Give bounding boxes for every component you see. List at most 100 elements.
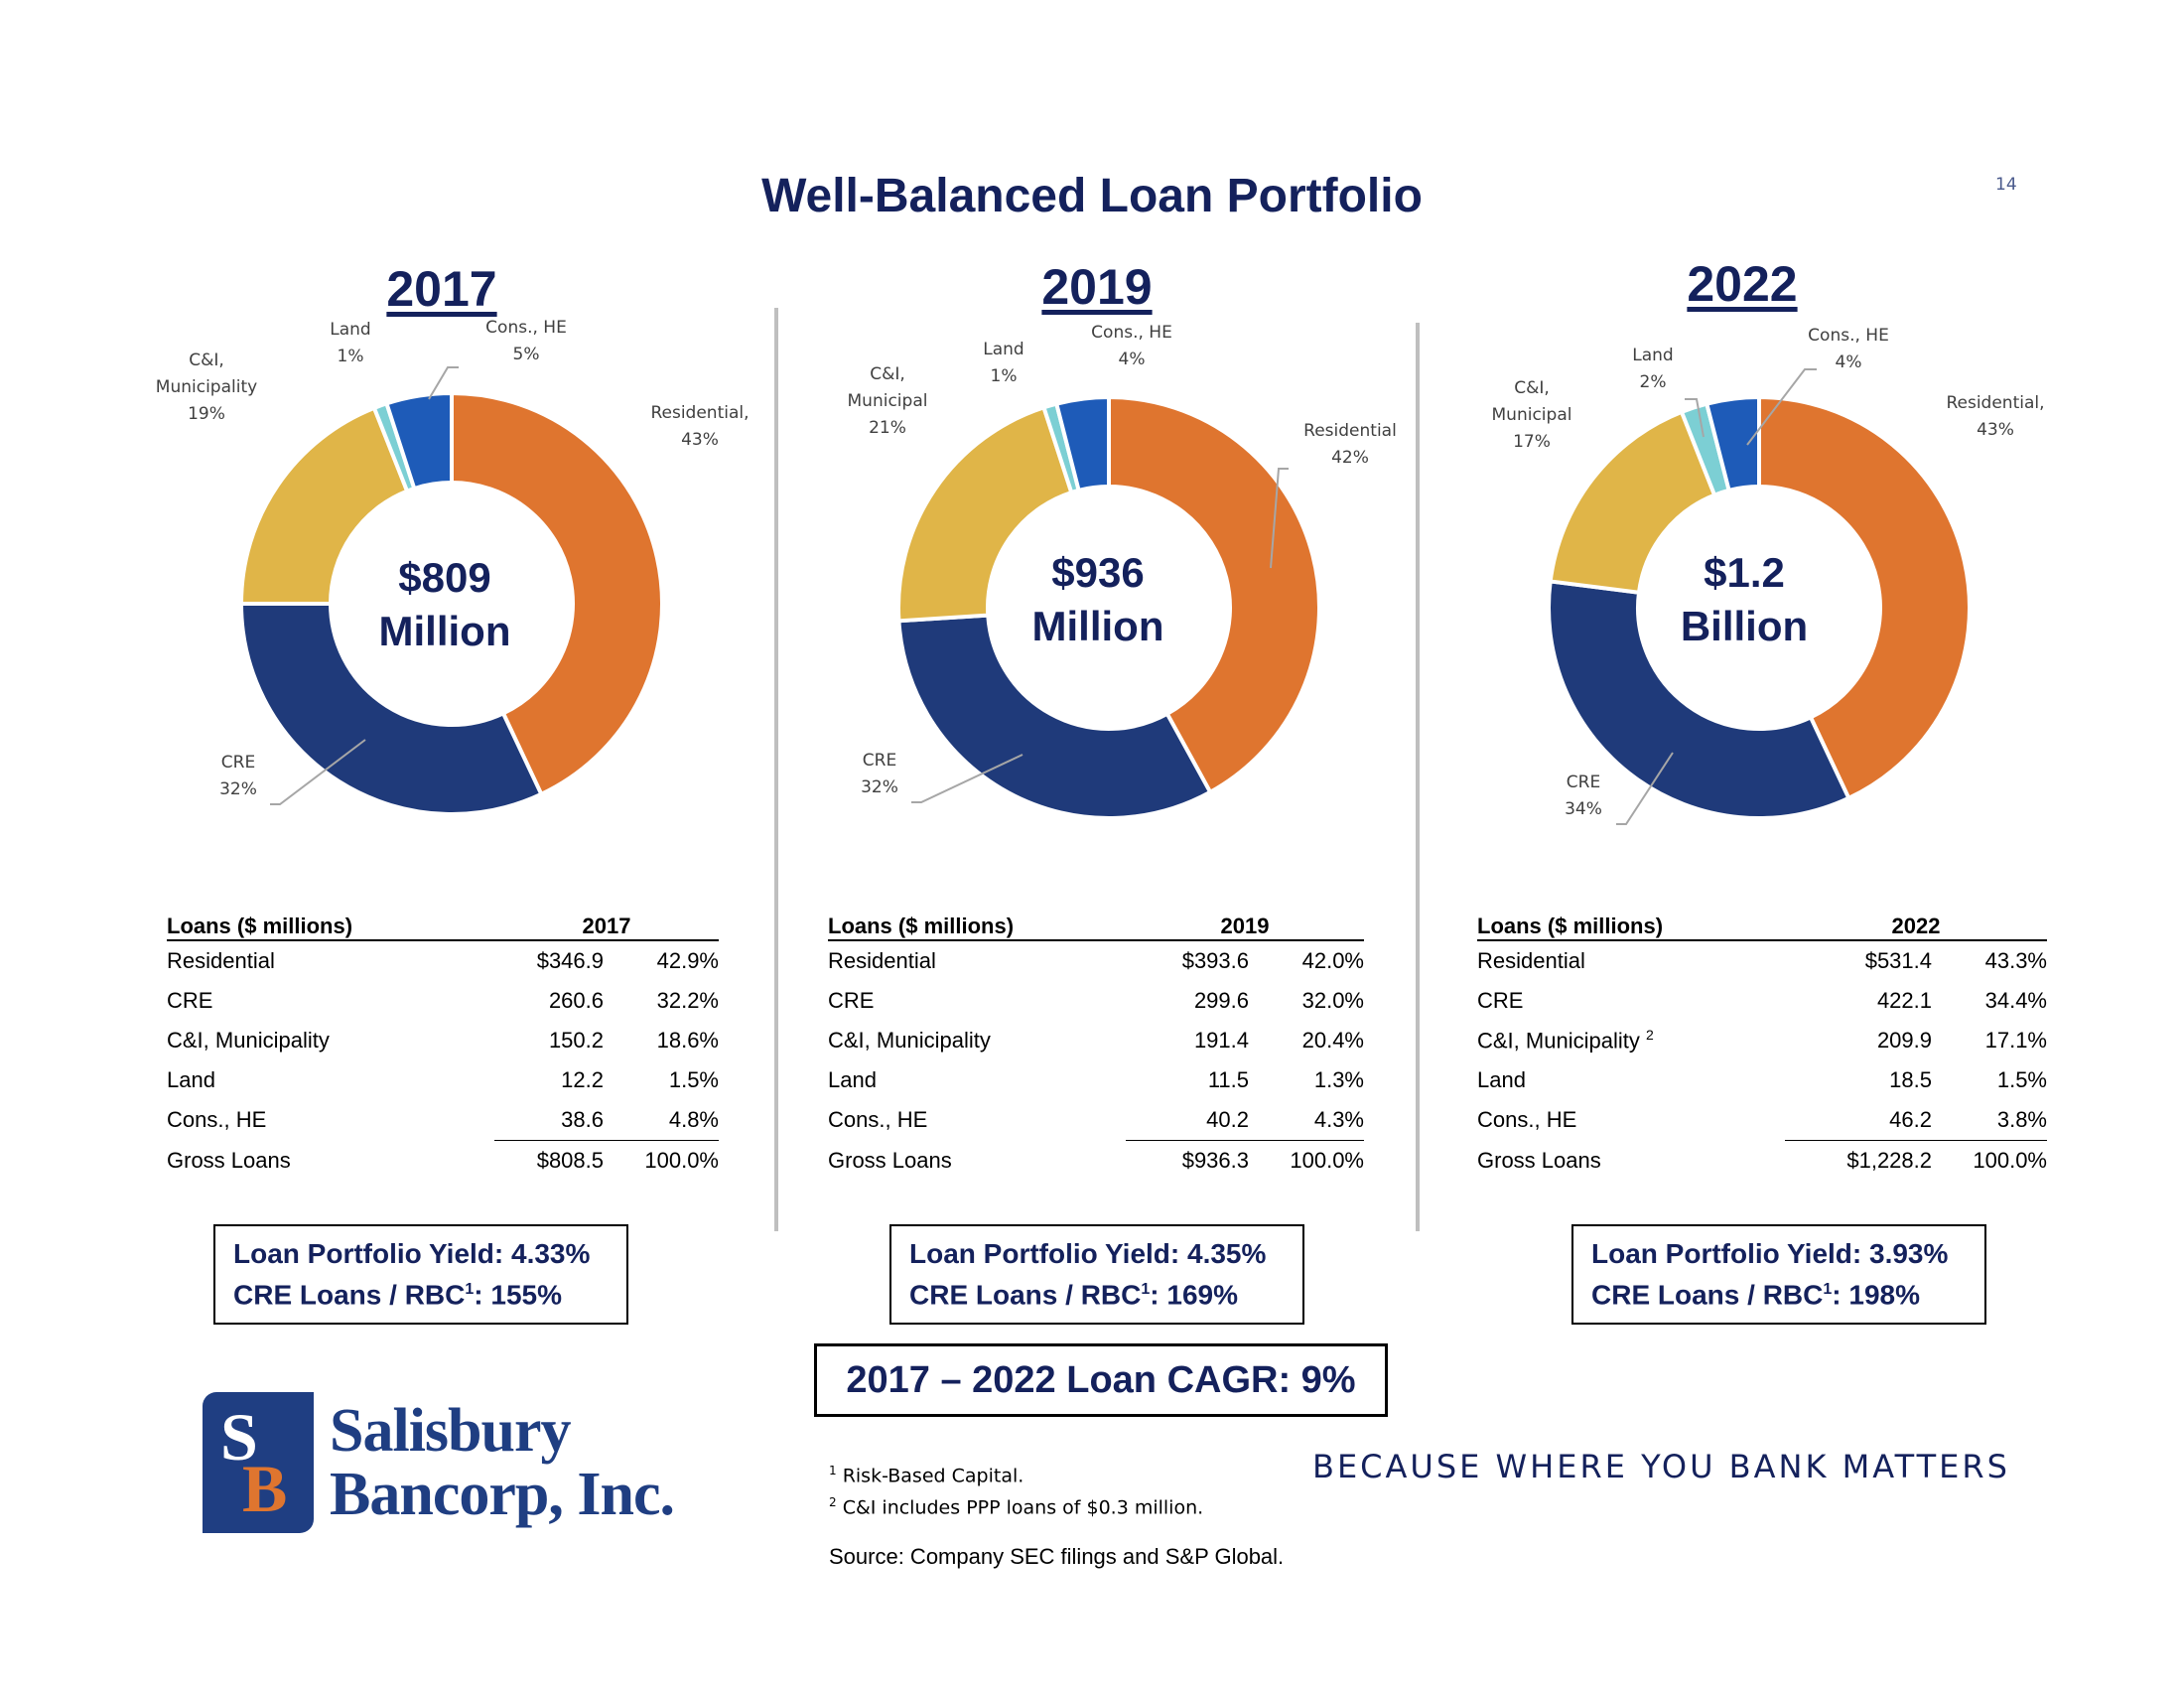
tagline: BECAUSE WHERE YOU BANK MATTERS — [1312, 1448, 2010, 1485]
leader-line-cons-he — [1746, 368, 1817, 446]
slice-label-cons-he: Cons., HE 4% — [1091, 323, 1172, 369]
cagr-box: 2017 – 2022 Loan CAGR: 9% — [814, 1343, 1388, 1417]
donut-center-label-2017: $809 Million — [316, 551, 574, 658]
table-row: C&I, Municipality 191.4 20.4% — [828, 1028, 1364, 1053]
slice-label-cons-he: Cons., HE 5% — [485, 318, 567, 364]
leader-line-cons-he — [428, 366, 459, 400]
slice-label-cre: CRE 32% — [861, 751, 898, 797]
loans-table-2017: Loans ($ millions) 2017 Residential $346.9… — [167, 904, 719, 1181]
slice-cons-he — [383, 390, 454, 492]
leader-line-cre — [270, 739, 366, 805]
table-row: Residential $393.6 42.0% — [828, 948, 1364, 973]
loan-yield: Loan Portfolio Yield: 3.93% — [1591, 1238, 1949, 1269]
table-header-year: 2022 — [1785, 904, 2047, 941]
slice-label-residential: Residential, 43% — [650, 403, 749, 450]
slice-cons-he — [1053, 394, 1111, 493]
loan-yield: Loan Portfolio Yield: 4.35% — [909, 1238, 1267, 1269]
table-row-total: Gross Loans $808.5 100.0% — [167, 1147, 719, 1173]
year-heading-2022: 2022 — [1687, 256, 1798, 312]
footnote-2: 2 C&I includes PPP loans of $0.3 million… — [829, 1495, 1204, 1519]
slice-ci-municipal — [896, 404, 1074, 624]
table-header-year: 2017 — [494, 904, 719, 941]
loans-table-2019: Loans ($ millions) 2019 Residential $393.6… — [828, 904, 1364, 1181]
slice-residential — [1107, 394, 1321, 795]
slice-label-land: Land 2% — [1632, 346, 1673, 392]
donut-center-label-2022: $1.2 Billion — [1615, 546, 1873, 653]
loans-table-2022: Loans ($ millions) 2022 Residential $531.4… — [1477, 904, 2047, 1181]
column-divider — [774, 308, 778, 1231]
year-heading-2019: 2019 — [1041, 259, 1153, 315]
table-header-year: 2019 — [1126, 904, 1364, 941]
table-row: C&I, Municipality 2 209.9 17.1% — [1477, 1027, 2047, 1054]
table-row: Cons., HE 46.2 3.8% — [1477, 1100, 2047, 1141]
table-row: CRE 299.6 32.0% — [828, 988, 1364, 1013]
leader-line-land — [1685, 398, 1705, 438]
table-row: Cons., HE 40.2 4.3% — [828, 1100, 1364, 1141]
year-heading-2017: 2017 — [386, 261, 497, 317]
logo-mark-s: S — [220, 1399, 258, 1475]
center-amount: $936 — [1051, 549, 1145, 596]
donut-group-2017: Residential, 43% CRE 32% C&I, Municipality 19%… — [156, 318, 750, 816]
slice-label-residential: Residential, 43% — [1946, 393, 2044, 440]
column-divider — [1416, 323, 1420, 1231]
table-header-label: Loans ($ millions) — [828, 904, 1126, 941]
leader-line-cre — [1616, 752, 1674, 825]
table-row: Residential $531.4 43.3% — [1477, 948, 2047, 973]
cre-rbc-ratio: CRE Loans / RBC1: 198% — [1591, 1279, 1920, 1311]
cre-rbc-ratio: CRE Loans / RBC1: 155% — [233, 1279, 562, 1311]
slice-label-cre: CRE 32% — [219, 753, 257, 799]
leader-line-cre — [911, 754, 1024, 803]
logo-mark-b: B — [242, 1451, 288, 1526]
table-row-total: Gross Loans $1,228.2 100.0% — [1477, 1147, 2047, 1173]
table-row: Cons., HE 38.6 4.8% — [167, 1100, 719, 1141]
donut-center-label-2019: $936 Million — [969, 546, 1227, 653]
cre-rbc-ratio: CRE Loans / RBC1: 169% — [909, 1279, 1238, 1311]
metric-box-2019: Loan Portfolio Yield: 4.35% CRE Loans / … — [889, 1224, 1304, 1326]
table-row: Land 11.5 1.3% — [828, 1067, 1364, 1092]
slice-label-ci-municipal: C&I, Municipality 19% — [156, 351, 257, 424]
slice-cre — [896, 613, 1213, 820]
metric-box-2017: Loan Portfolio Yield: 4.33% CRE Loans / … — [213, 1224, 628, 1326]
slice-residential — [450, 390, 664, 797]
table-row: C&I, Municipality 150.2 18.6% — [167, 1028, 719, 1053]
page-number: 14 — [1995, 175, 2017, 195]
table-row: CRE 422.1 34.4% — [1477, 988, 2047, 1013]
loan-yield: Loan Portfolio Yield: 4.33% — [233, 1238, 591, 1269]
center-amount: $809 — [398, 554, 491, 601]
metric-box-2022: Loan Portfolio Yield: 3.93% CRE Loans / … — [1571, 1224, 1986, 1326]
center-unit: Billion — [1680, 603, 1809, 649]
slice-label-residential: Residential 42% — [1303, 421, 1397, 468]
center-amount: $1.2 — [1704, 549, 1785, 596]
slice-label-ci-municipal: C&I, Municipal 17% — [1492, 378, 1572, 452]
footnote-ref: 2 — [1645, 1027, 1654, 1044]
slice-label-ci-municipal: C&I, Municipal 21% — [848, 364, 928, 438]
table-header-label: Loans ($ millions) — [1477, 904, 1785, 941]
center-unit: Million — [378, 608, 511, 654]
center-unit: Million — [1031, 603, 1164, 649]
slice-label-land: Land 1% — [983, 340, 1024, 386]
donut-group-2019: Residential 42% CRE 32% C&I, Municipal 21% Land… — [848, 323, 1397, 820]
slice-label-land: Land 1% — [330, 320, 370, 366]
table-row: Residential $346.9 42.9% — [167, 948, 719, 973]
donut-group-2022: Residential, 43% CRE 34% C&I, Municipal 17% Lan… — [1492, 326, 2045, 825]
leader-line-residential — [1270, 468, 1289, 569]
slice-label-cons-he: Cons., HE 4% — [1808, 326, 1889, 372]
table-row: Land 18.5 1.5% — [1477, 1067, 2047, 1092]
table-row: Land 12.2 1.5% — [167, 1067, 719, 1092]
slice-residential — [1757, 394, 1973, 801]
table-header-label: Loans ($ millions) — [167, 904, 494, 941]
table-row-total: Gross Loans $936.3 100.0% — [828, 1147, 1364, 1173]
slice-cons-he — [1704, 394, 1761, 493]
page-title: Well-Balanced Loan Portfolio — [761, 170, 1423, 222]
slice-label-cre: CRE 34% — [1565, 773, 1602, 819]
footnote-1: 1 Risk-Based Capital. — [829, 1464, 1024, 1487]
table-row: CRE 260.6 32.2% — [167, 988, 719, 1013]
logo-mark: S B — [203, 1392, 314, 1533]
logo-name-line1: Salisbury — [330, 1397, 572, 1465]
slice-cre — [238, 602, 544, 816]
logo-name-line2: Bancorp, Inc. — [330, 1461, 675, 1528]
source-note: Source: Company SEC filings and S&P Glob… — [829, 1544, 1285, 1569]
slice-cre — [1547, 579, 1851, 820]
slice-ci-municipal — [238, 405, 410, 606]
